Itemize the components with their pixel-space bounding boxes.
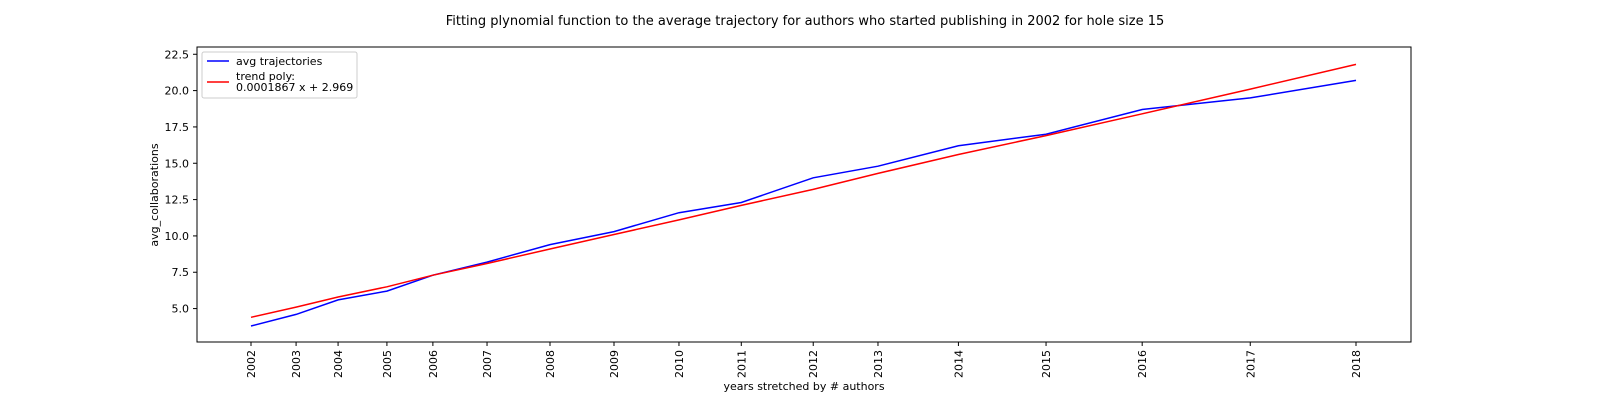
legend-label-trend-poly: trend poly: 0.0001867 x + 2.969: [236, 70, 353, 94]
y-tick-label: 12.5: [165, 194, 190, 207]
series-layer: [250, 63, 1357, 327]
y-tick-label: 7.5: [172, 266, 190, 279]
x-tick-label: 2007: [481, 350, 494, 378]
x-tick-label: 2005: [381, 350, 394, 378]
x-tick-label: 2016: [1136, 350, 1149, 378]
x-tick-label: 2008: [544, 350, 557, 378]
y-tick-label: 20.0: [165, 85, 190, 98]
x-tick-label: 2018: [1350, 350, 1363, 378]
chart-title: Fitting plynomial function to the averag…: [446, 14, 1165, 29]
x-tick-label: 2009: [608, 350, 621, 378]
x-tick-label: 2015: [1040, 350, 1053, 378]
legend-box: [201, 51, 358, 99]
x-tick-label: 2010: [673, 350, 686, 378]
x-tick-label: 2012: [807, 350, 820, 378]
legend-label-avg-trajectories: avg trajectories: [236, 55, 323, 68]
x-tick-label: 2002: [245, 350, 258, 378]
x-axis: 2002 2003 2004 2005 2006 2007 2008 2009 2010 2011…: [245, 342, 1363, 378]
x-tick-label: 2014: [952, 350, 965, 378]
y-tick-label: 15.0: [165, 157, 190, 170]
x-tick-label: 2017: [1244, 350, 1257, 378]
y-axis: 5.0 7.5 10.0 12.5 15.0 17.5 20.0 22.5: [165, 48, 197, 316]
y-axis-label: avg_collaborations: [148, 143, 161, 246]
y-tick-label: 17.5: [165, 121, 190, 134]
y-tick-label: 5.0: [172, 303, 190, 316]
x-axis-label: years stretched by # authors: [723, 380, 884, 393]
legend: avg trajectories trend poly: 0.0001867 x …: [201, 51, 358, 99]
y-tick-label: 10.0: [165, 230, 190, 243]
x-tick-label: 2006: [427, 350, 440, 378]
plot-area: [196, 46, 1412, 343]
legend-label-line: trend poly:: [236, 70, 295, 83]
x-tick-label: 2004: [332, 350, 345, 378]
y-tick-label: 22.5: [165, 48, 190, 61]
series-line-avg-trajectories: [250, 79, 1357, 327]
legend-label-line: 0.0001867 x + 2.969: [236, 81, 353, 94]
series-line-trend-poly: [250, 63, 1357, 319]
x-tick-label: 2003: [290, 350, 303, 378]
x-tick-label: 2011: [735, 350, 748, 378]
x-tick-label: 2013: [872, 350, 885, 378]
